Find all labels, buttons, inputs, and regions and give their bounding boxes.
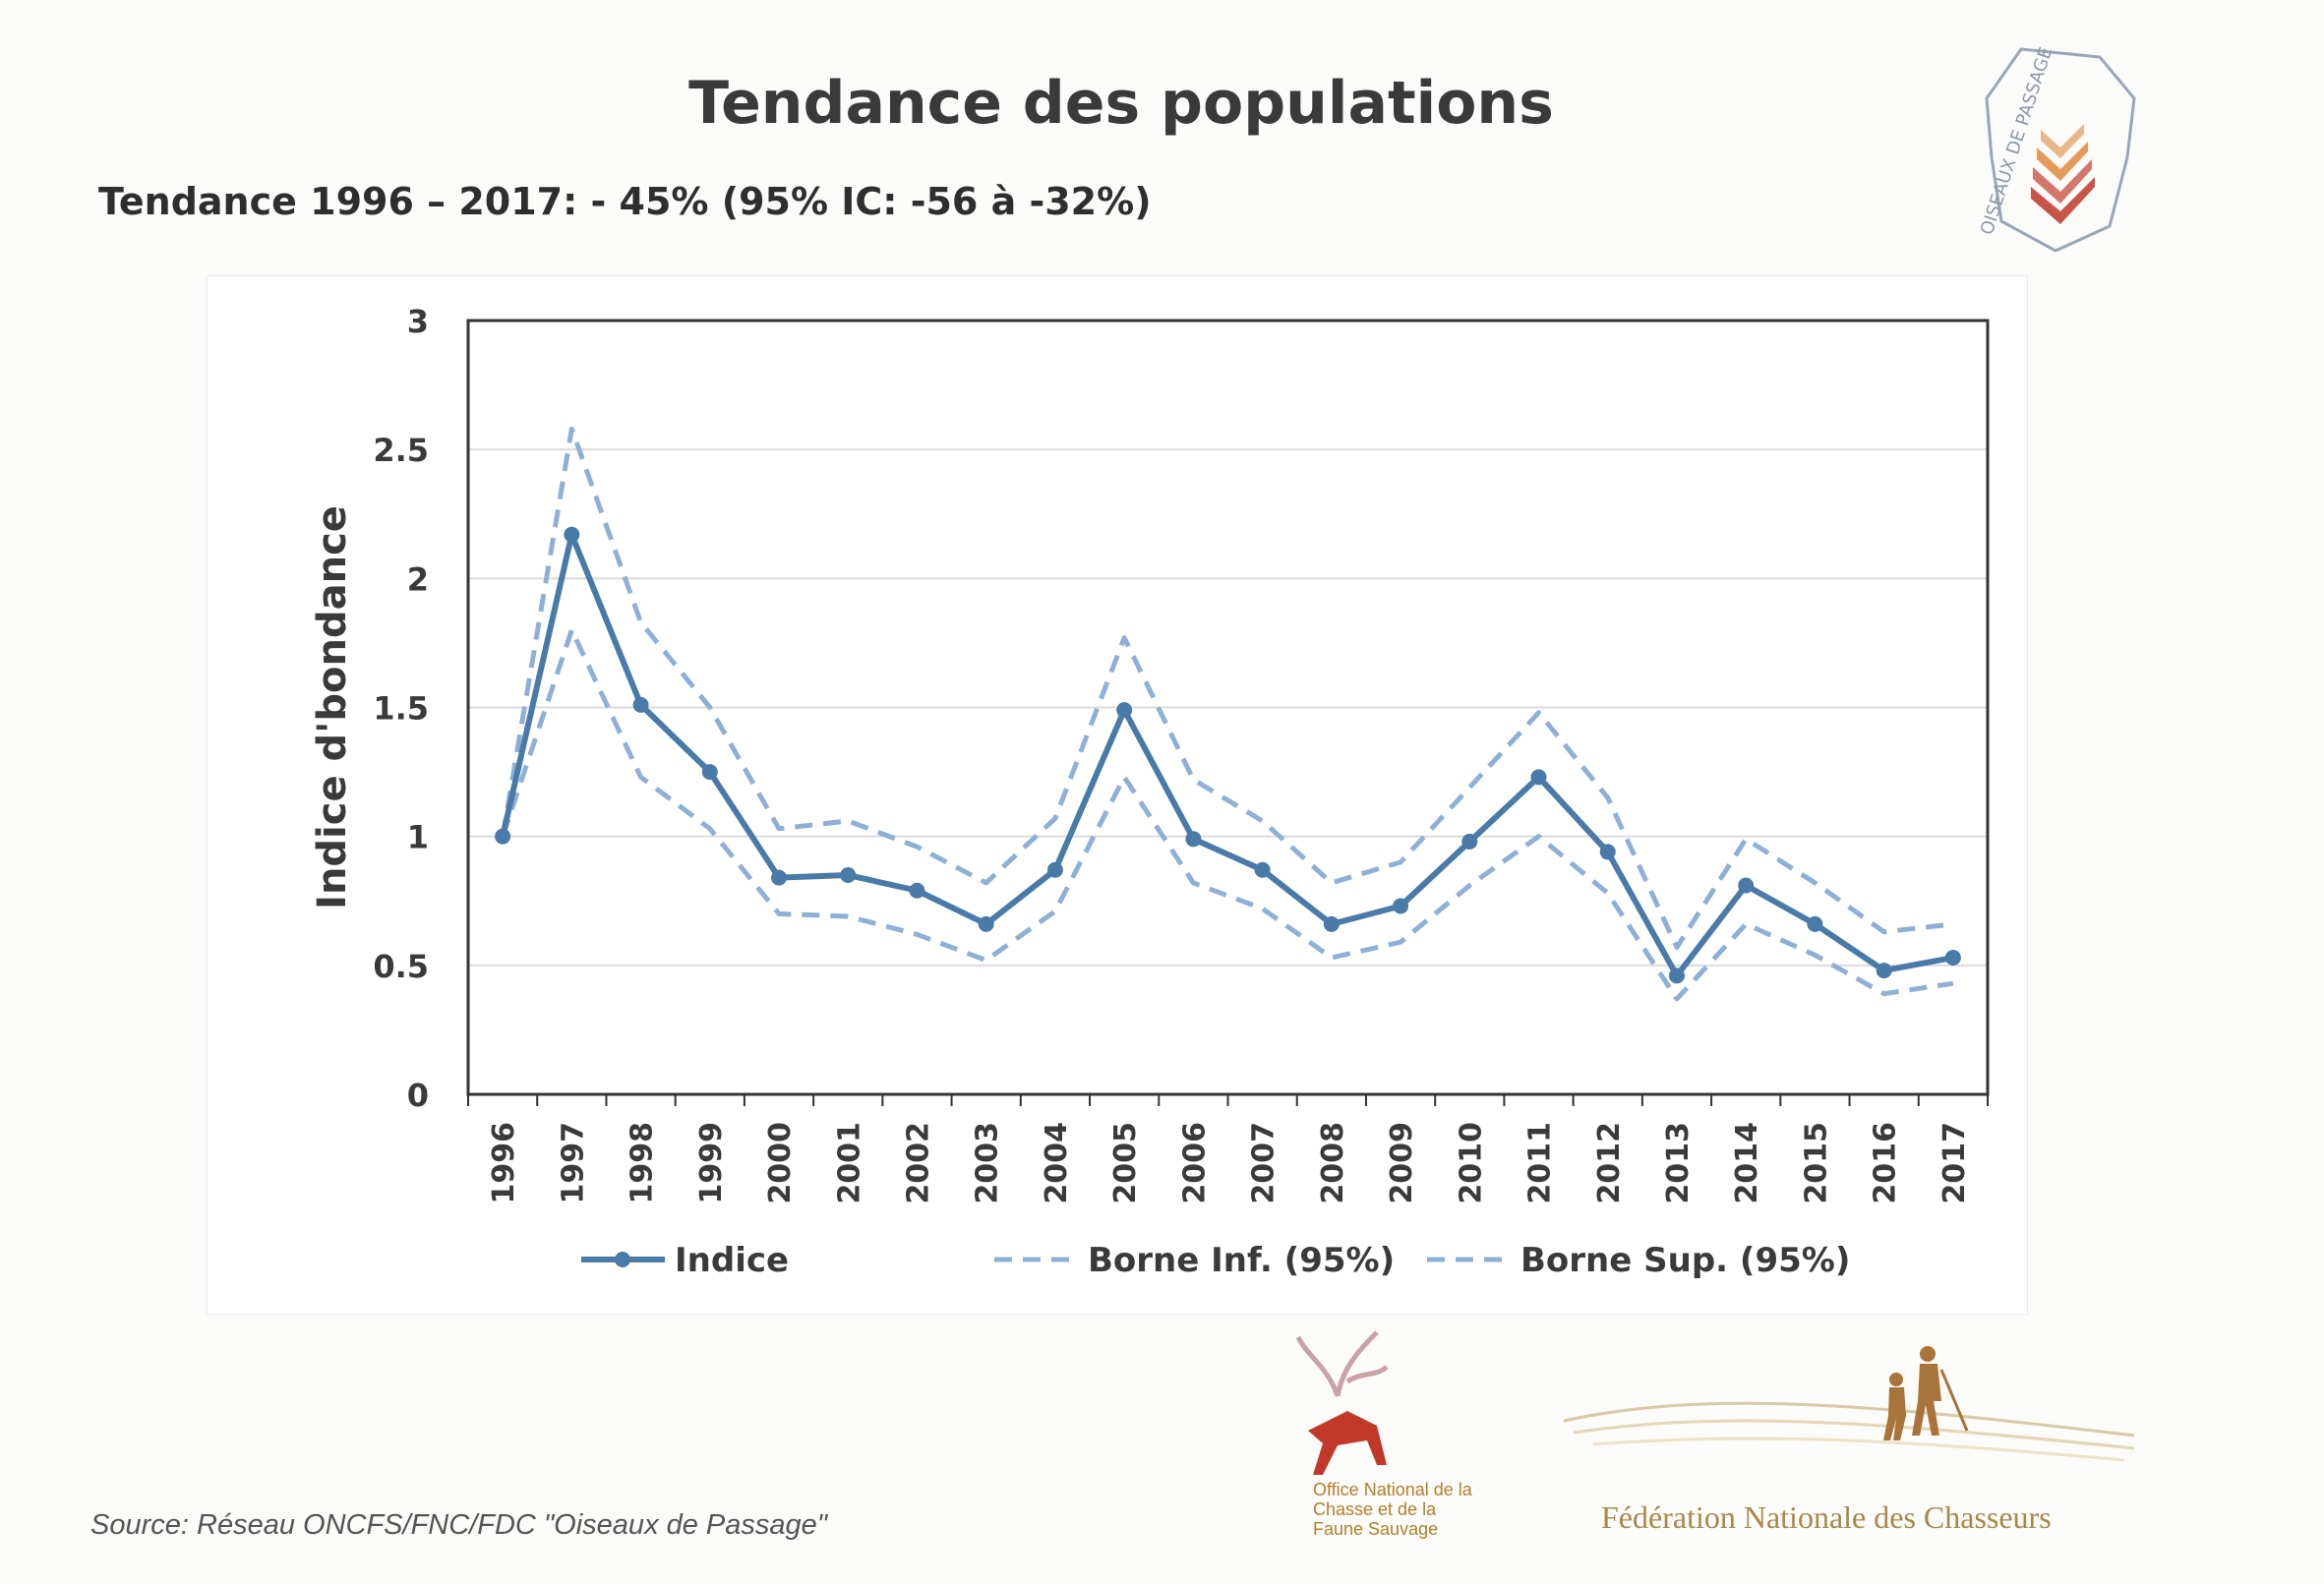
x-tick-label: 1997 (556, 1122, 590, 1204)
x-tick-label: 1998 (626, 1122, 660, 1204)
legend-label: Borne Inf. (95%) (1088, 1241, 1395, 1280)
data-point (840, 867, 857, 884)
y-tick-label: 0.5 (373, 948, 429, 985)
oiseaux-de-passage-logo: OISEAUX DE PASSAGE (1962, 39, 2149, 269)
data-point (1807, 915, 1823, 932)
data-point (1116, 702, 1133, 719)
data-point (495, 828, 511, 845)
trend-subtitle: Tendance 1996 – 2017: - 45% (95% IC: -56… (98, 180, 1152, 223)
data-point (1876, 963, 1892, 979)
data-point (632, 696, 649, 713)
x-tick-label: 2014 (1730, 1122, 1764, 1204)
x-tick-label: 2012 (1592, 1122, 1627, 1204)
y-tick-label: 3 (407, 303, 429, 340)
legend-label: Borne Sup. (95%) (1520, 1241, 1850, 1280)
fnc-logo-text: Fédération Nationale des Chasseurs (1601, 1499, 2052, 1535)
series-line-indice (500, 531, 1954, 979)
chart-container: 0 0.5 1 1.5 2 2.5 3 1996 1997 1998 1999 2000 2001 20… (207, 275, 2028, 1315)
chart-legend: Indice Borne Inf. (95%) Borne Sup. (95%) (581, 1241, 1850, 1280)
page-title: Tendance des populations (688, 69, 1554, 138)
data-point (1599, 844, 1616, 860)
x-tick-label: 2009 (1385, 1122, 1419, 1204)
y-tick-label: 1.5 (373, 690, 429, 728)
y-axis-label: Indice d'bondance (310, 505, 355, 909)
x-tick-label: 2000 (763, 1122, 798, 1204)
data-point (564, 526, 580, 543)
data-point (701, 764, 718, 781)
x-tick-label: 2004 (1040, 1122, 1074, 1204)
series-line-borne-sup (500, 426, 1954, 950)
y-axis-ticks: 0 0.5 1 1.5 2 2.5 3 (373, 303, 429, 1114)
legend-marker (615, 1252, 630, 1267)
x-tick-label: 2002 (901, 1122, 935, 1204)
x-tick-label: 2010 (1454, 1122, 1488, 1204)
x-tick-label: 2001 (832, 1122, 866, 1204)
gridlines (468, 448, 1988, 967)
source-note: Source: Réseau ONCFS/FNC/FDC "Oiseaux de… (90, 1509, 828, 1541)
oncfs-logo (1269, 1318, 1426, 1489)
x-tick-label: 2003 (971, 1122, 1005, 1204)
data-point (978, 915, 994, 932)
x-tick-label: 2016 (1869, 1122, 1903, 1204)
series-line-borne-inf (500, 627, 1954, 1002)
data-point (1461, 833, 1478, 850)
data-point (1738, 877, 1755, 894)
x-tick-label: 2017 (1937, 1122, 1972, 1204)
legend-label: Indice (675, 1241, 789, 1280)
data-point (1046, 861, 1063, 878)
y-tick-label: 0 (407, 1077, 429, 1114)
data-point (771, 869, 788, 886)
x-axis-ticks: 1996 1997 1998 1999 2000 2001 2002 2003 2004 2005… (467, 1094, 1989, 1204)
x-tick-label: 2015 (1799, 1122, 1833, 1204)
y-tick-label: 2.5 (373, 432, 429, 469)
x-tick-label: 2011 (1523, 1122, 1558, 1204)
data-point (1530, 769, 1547, 786)
population-trend-chart: 0 0.5 1 1.5 2 2.5 3 1996 1997 1998 1999 2000 2001 20… (310, 303, 1990, 1280)
data-point (1185, 831, 1202, 848)
data-point (1393, 898, 1409, 914)
data-point (1944, 949, 1961, 966)
data-point (1254, 861, 1271, 878)
data-point (909, 882, 925, 899)
y-tick-label: 1 (407, 819, 429, 856)
x-tick-label: 2005 (1108, 1122, 1143, 1204)
x-tick-label: 2006 (1177, 1122, 1212, 1204)
fnc-logo (1554, 1342, 2144, 1503)
y-tick-label: 2 (407, 560, 429, 598)
x-tick-label: 2007 (1247, 1122, 1281, 1204)
x-tick-label: 2013 (1661, 1122, 1696, 1204)
oncfs-logo-text: Office National de la Chasse et de la Fa… (1313, 1480, 1472, 1539)
data-point (1668, 968, 1685, 984)
chart-series (495, 426, 1961, 1002)
x-tick-label: 2008 (1316, 1122, 1350, 1204)
x-tick-label: 1996 (487, 1122, 521, 1204)
data-point (1323, 915, 1340, 932)
x-tick-label: 1999 (694, 1122, 729, 1204)
